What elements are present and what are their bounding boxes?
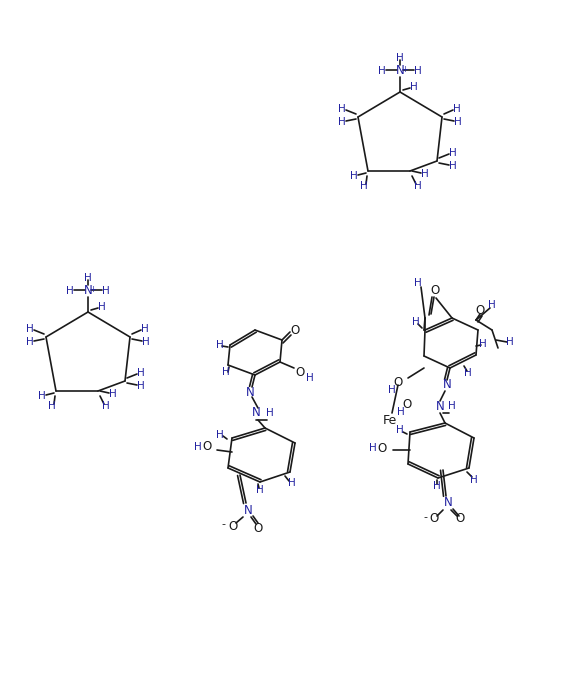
Text: O: O (430, 513, 439, 525)
Text: H: H (222, 367, 230, 377)
Text: H: H (338, 104, 346, 114)
Text: H: H (26, 324, 34, 334)
Text: +: + (90, 285, 96, 294)
Text: N: N (443, 378, 452, 392)
Text: H: H (350, 171, 358, 181)
Text: H: H (397, 407, 405, 417)
Text: N: N (436, 399, 444, 412)
Text: H: H (506, 337, 514, 347)
Text: +: + (401, 64, 408, 73)
Text: H: H (449, 161, 457, 171)
Text: O: O (202, 441, 212, 453)
Text: H: H (306, 373, 314, 383)
Text: N: N (84, 285, 92, 297)
Text: H: H (48, 401, 56, 411)
Text: H: H (256, 485, 264, 495)
Text: H: H (216, 340, 224, 350)
Text: H: H (388, 385, 396, 395)
Text: H: H (360, 181, 368, 191)
Text: H: H (137, 368, 145, 378)
Text: H: H (396, 425, 404, 435)
Text: H: H (378, 66, 386, 76)
Text: -: - (221, 519, 225, 529)
Text: O: O (377, 441, 387, 455)
Text: H: H (464, 368, 472, 378)
Text: H: H (141, 324, 149, 334)
Text: H: H (421, 169, 429, 179)
Text: N: N (244, 504, 252, 516)
Text: H: H (369, 443, 377, 453)
Text: H: H (412, 317, 420, 327)
Text: H: H (102, 286, 110, 296)
Text: H: H (449, 148, 457, 158)
Text: H: H (414, 181, 422, 191)
Text: H: H (414, 278, 422, 288)
Text: H: H (414, 66, 422, 76)
Text: O: O (253, 522, 262, 534)
Text: H: H (102, 401, 110, 411)
Text: H: H (479, 339, 487, 349)
Text: H: H (26, 337, 34, 347)
Text: H: H (109, 389, 117, 399)
Text: N: N (245, 385, 254, 398)
Text: H: H (288, 478, 296, 488)
Text: H: H (338, 117, 346, 127)
Text: H: H (98, 302, 106, 312)
Text: O: O (430, 283, 440, 297)
Text: H: H (194, 442, 202, 452)
Text: O: O (394, 376, 403, 389)
Text: H: H (448, 401, 456, 411)
Text: H: H (137, 381, 145, 391)
Text: O: O (296, 365, 305, 378)
Text: H: H (216, 430, 224, 440)
Text: H: H (410, 82, 418, 92)
Text: H: H (38, 391, 46, 401)
Text: H: H (470, 475, 478, 485)
Text: N: N (396, 64, 404, 78)
Text: N: N (444, 496, 453, 509)
Text: O: O (403, 398, 412, 412)
Text: Fe: Fe (383, 414, 397, 426)
Text: H: H (84, 273, 92, 283)
Text: H: H (433, 481, 441, 491)
Text: H: H (453, 104, 461, 114)
Text: H: H (488, 300, 496, 310)
Text: H: H (396, 53, 404, 63)
Text: H: H (66, 286, 74, 296)
Text: O: O (475, 304, 485, 317)
Text: N: N (252, 407, 260, 419)
Text: O: O (229, 520, 238, 532)
Text: -: - (423, 512, 427, 522)
Text: O: O (455, 513, 464, 525)
Text: H: H (454, 117, 462, 127)
Text: O: O (291, 324, 300, 337)
Text: H: H (142, 337, 150, 347)
Text: H: H (266, 408, 274, 418)
